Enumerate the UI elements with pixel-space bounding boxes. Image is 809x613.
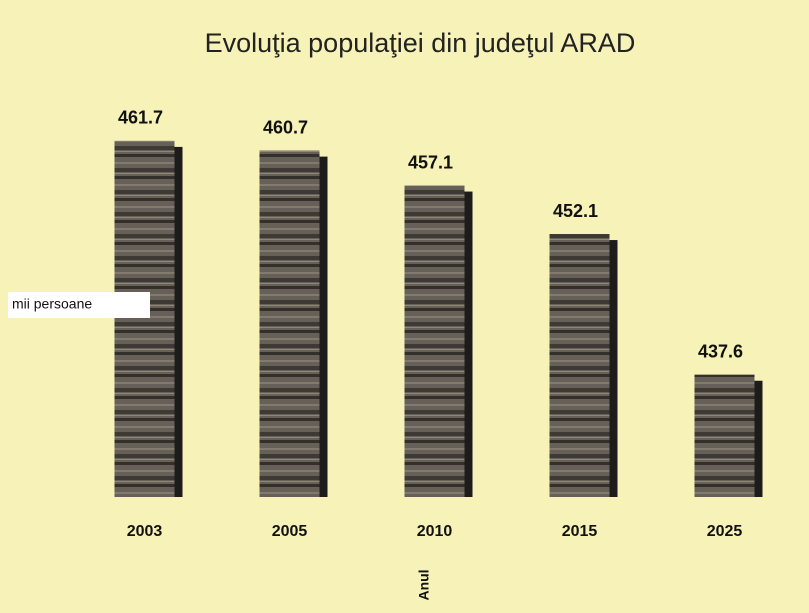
value-label: 460.7 xyxy=(263,117,308,137)
chart-title: Evoluţia populaţiei din judeţul ARAD xyxy=(205,28,636,58)
value-label: 457.1 xyxy=(408,152,453,172)
x-tick-label: 2003 xyxy=(127,523,163,540)
x-axis-label: Anul xyxy=(416,569,432,600)
value-label: 452.1 xyxy=(553,201,598,221)
bar-texture xyxy=(114,140,175,497)
y-axis-label: mii persoane xyxy=(12,296,92,312)
value-label: 437.6 xyxy=(698,341,743,361)
x-tick-label: 2010 xyxy=(417,523,453,540)
x-tick-label: 2005 xyxy=(272,523,308,540)
bar-texture xyxy=(694,374,755,497)
value-label: 461.7 xyxy=(118,108,163,128)
y-label-box xyxy=(8,292,150,318)
bar-texture xyxy=(404,185,465,497)
x-tick-label: 2025 xyxy=(707,523,743,540)
x-tick-label: 2015 xyxy=(562,523,598,540)
bar-texture xyxy=(549,234,610,497)
bar-texture xyxy=(259,150,320,497)
plot: 461.7 2003 460.7 2005 457.1 2010 452.1 2015 437.… xyxy=(114,108,763,540)
